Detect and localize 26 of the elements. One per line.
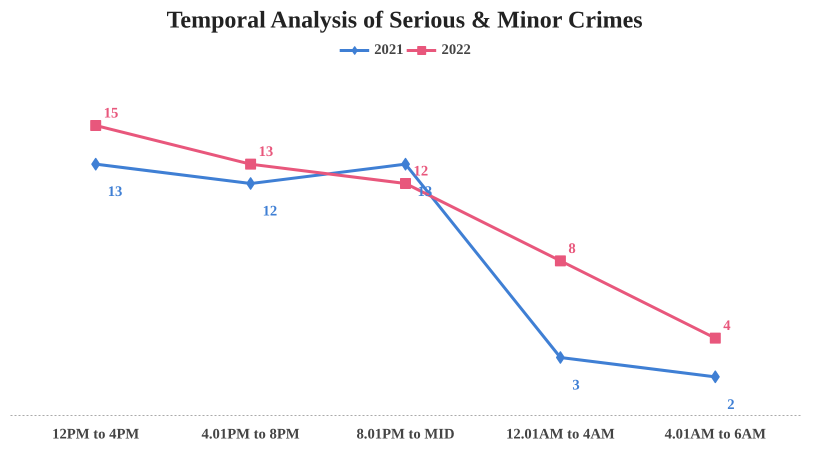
data-label: 4 xyxy=(723,318,732,334)
point xyxy=(556,351,565,364)
point xyxy=(400,178,411,189)
data-label: 3 xyxy=(572,378,580,394)
data-label: 15 xyxy=(104,106,118,122)
data-label: 12 xyxy=(262,204,278,220)
legend-label: 2021 xyxy=(374,42,404,58)
x-tick-label: 8.01PM to MID xyxy=(356,426,455,442)
point xyxy=(246,177,256,190)
point xyxy=(245,158,256,170)
point xyxy=(91,158,100,171)
point xyxy=(710,332,721,344)
point xyxy=(710,370,720,384)
x-tick-label: 12.01AM to 4AM xyxy=(506,426,615,442)
x-tick-label: 4.01PM to 8PM xyxy=(202,426,300,442)
x-tick-label: 4.01AM to 6AM xyxy=(664,426,766,442)
point xyxy=(90,120,102,131)
data-label: 12 xyxy=(414,164,428,180)
data-label: 2 xyxy=(727,396,735,413)
legend-label: 2022 xyxy=(442,42,471,58)
data-label: 8 xyxy=(568,240,576,257)
x-tick-label: 12PM to 4PM xyxy=(52,426,140,442)
chart-title: Temporal Analysis of Serious & Minor Crimes xyxy=(166,8,643,34)
point xyxy=(554,255,566,266)
data-label: 13 xyxy=(108,184,122,200)
data-label: 13 xyxy=(258,144,274,160)
